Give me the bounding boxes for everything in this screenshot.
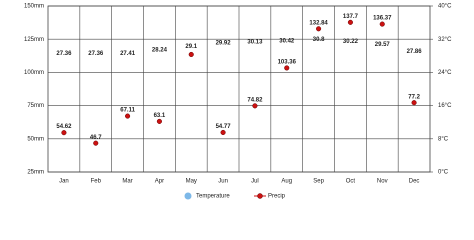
- temperature-label: 30.13: [247, 40, 263, 46]
- temperature-label: 27.36: [88, 51, 104, 57]
- precip-label: 77.2: [408, 94, 420, 100]
- temperature-label: 30.42: [279, 38, 295, 44]
- y-tick-label: 75mm: [27, 103, 44, 109]
- x-tick-label: Jul: [251, 179, 259, 185]
- y-tick-label: 50mm: [27, 136, 44, 142]
- y2-tick-label: 16°C: [438, 103, 452, 109]
- y-tick-label: 25mm: [27, 170, 44, 176]
- y-tick-label: 125mm: [24, 37, 44, 43]
- legend-label: Precip: [268, 194, 286, 200]
- precip-label: 54.77: [216, 124, 232, 130]
- precip-point: [93, 140, 99, 146]
- precip-label: 67.11: [120, 108, 135, 114]
- y-tick-label: 150mm: [24, 4, 44, 10]
- precip-label: 137.7: [343, 14, 359, 20]
- y2-tick-label: 8°C: [438, 136, 449, 142]
- y2-tick-label: 32°C: [438, 37, 452, 43]
- precip-label: 136.37: [373, 16, 392, 22]
- temperature-label: 30.22: [343, 39, 359, 45]
- precip-label: 63.1: [154, 113, 166, 119]
- x-tick-label: Dec: [409, 179, 420, 185]
- precip-point: [220, 129, 226, 136]
- precip-point: [188, 51, 194, 58]
- temperature-label: 27.36: [56, 51, 72, 57]
- y2-tick-label: 40°C: [438, 4, 452, 10]
- precip-label: 103.36: [278, 60, 297, 66]
- temperature-label: 30.8: [313, 37, 325, 43]
- x-tick-label: Mar: [122, 179, 132, 185]
- precip-point: [284, 65, 290, 71]
- y2-tick-label: 24°C: [438, 70, 452, 76]
- x-tick-label: Sep: [313, 179, 324, 185]
- x-tick-label: Jan: [59, 179, 69, 185]
- temperature-label: 27.86: [407, 49, 423, 55]
- y-tick-label: 100mm: [24, 70, 44, 76]
- x-tick-label: Aug: [281, 179, 292, 185]
- precip-point: [347, 19, 353, 25]
- temperature-label: 28.24: [152, 47, 168, 53]
- precip-point: [411, 100, 417, 106]
- precip-point: [316, 26, 322, 32]
- x-tick-label: May: [186, 179, 197, 185]
- y2-tick-label: 0°C: [438, 170, 449, 176]
- temperature-label: 29.1: [185, 44, 197, 50]
- precip-point: [252, 103, 258, 109]
- legend-marker: [184, 192, 192, 200]
- precip-point: [125, 113, 131, 119]
- precip-label: 74.82: [247, 97, 263, 103]
- temperature-label: 27.41: [120, 51, 136, 57]
- x-tick-label: Oct: [346, 179, 356, 185]
- x-tick-label: Nov: [377, 179, 388, 185]
- temperature-label: 29.92: [216, 40, 232, 46]
- x-tick-label: Apr: [155, 179, 164, 185]
- precip-label: 54.62: [56, 124, 72, 130]
- precip-point: [379, 21, 385, 27]
- temperature-label: 29.57: [375, 42, 391, 48]
- x-tick-label: Feb: [91, 179, 102, 185]
- chart: 25mm 50mm 75mm 100mm 125mm 150mm 0°C 8°C 16°C 24°…: [24, 4, 452, 200]
- precip-label: 46.7: [90, 135, 102, 141]
- x-tick-label: Jun: [218, 179, 228, 185]
- legend-marker: [257, 193, 263, 199]
- legend-label: Temperature: [196, 194, 230, 200]
- precip-point: [156, 118, 162, 124]
- precip-point: [61, 130, 67, 136]
- precip-label: 132.84: [309, 20, 328, 26]
